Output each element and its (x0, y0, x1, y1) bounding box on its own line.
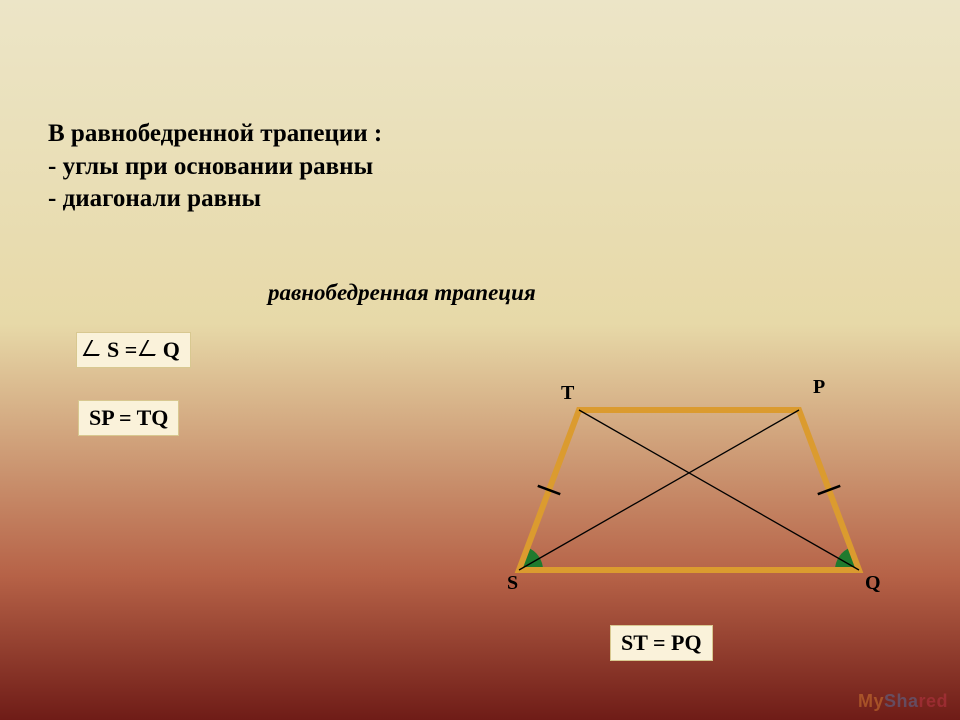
trapezoid-diagram: T P S Q (489, 380, 889, 600)
trapezoid-outline (519, 410, 859, 570)
heading-line-1: В равнобедренной трапеции : (48, 118, 382, 151)
watermark-part-1: My (858, 691, 884, 711)
heading-line-3: - диагонали равны (48, 183, 382, 216)
formula-diagonals: SP = TQ (78, 400, 179, 436)
subtitle: равнобедренная трапеция (268, 280, 536, 306)
angle-left: S (107, 337, 119, 362)
formula-angles: S = Q (76, 332, 191, 368)
watermark: MyShared (858, 691, 948, 712)
vertex-label-s: S (507, 572, 518, 595)
angle-symbol-icon (83, 340, 108, 356)
diagonal-sp (519, 410, 799, 570)
heading-line-2: - углы при основании равны (48, 151, 382, 184)
vertex-label-q: Q (865, 572, 881, 595)
watermark-part-2: Sha (884, 691, 919, 711)
heading: В равнобедренной трапеции : - углы при о… (48, 118, 382, 216)
diagonal-tq (579, 410, 859, 570)
angle-symbol-icon (139, 340, 164, 356)
slide: В равнобедренной трапеции : - углы при о… (0, 0, 960, 720)
formula-sides: ST = PQ (610, 625, 713, 661)
angle-right: Q (163, 337, 180, 362)
watermark-part-3: red (918, 691, 948, 711)
trapezoid-svg (489, 380, 889, 600)
angle-eq: = (125, 337, 138, 362)
vertex-label-t: T (561, 382, 574, 405)
vertex-label-p: P (813, 376, 825, 399)
